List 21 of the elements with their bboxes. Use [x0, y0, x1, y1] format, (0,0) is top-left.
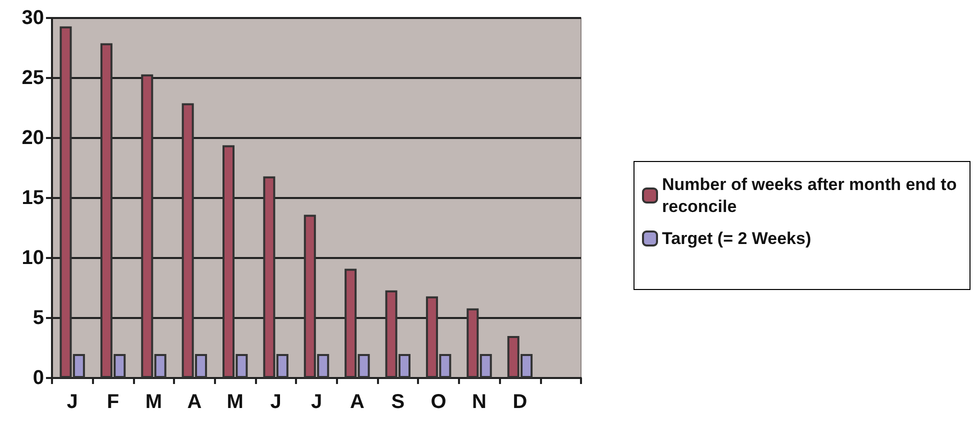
x-tick-label: J	[270, 391, 282, 413]
x-tick-label: S	[391, 391, 405, 413]
legend-label: Target (= 2 Weeks)	[662, 229, 812, 248]
x-tick-label: D	[512, 391, 528, 413]
x-tick-label: N	[472, 391, 486, 413]
y-tick-label: 15	[22, 187, 44, 209]
y-tick-label: 25	[22, 67, 44, 89]
y-tick-label: 5	[32, 307, 44, 329]
y-tick-label: 20	[22, 127, 44, 149]
x-tick-label: J	[66, 391, 78, 413]
x-tick-label: O	[430, 391, 446, 413]
y-tick-label: 10	[22, 247, 44, 269]
x-tick-label: A	[350, 391, 364, 413]
x-tick-label: J	[310, 391, 322, 413]
x-tick-label: M	[145, 391, 162, 413]
x-tick-label: F	[106, 391, 120, 413]
x-tick-label: A	[187, 391, 202, 413]
y-tick-label: 30	[22, 7, 44, 29]
y-tick-label: 0	[32, 367, 44, 389]
legend-label: Number of weeks after month end to reconcile	[662, 175, 962, 216]
x-tick-label: M	[226, 391, 244, 413]
